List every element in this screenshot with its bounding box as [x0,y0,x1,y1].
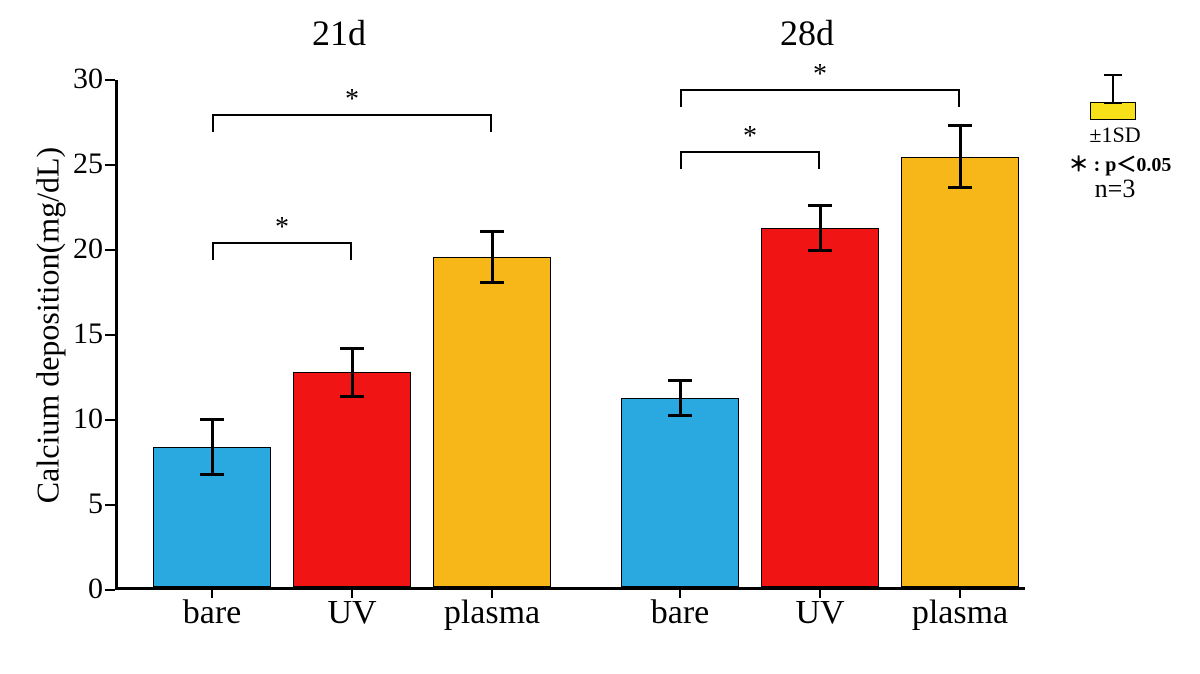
bar-21d-UV [293,372,411,587]
y-tick [105,79,115,81]
error-cap-bot [948,186,972,189]
legend-err-cap [1104,102,1122,104]
x-category-label: UV [283,594,421,632]
error-cap-bot [668,414,692,417]
error-bar [491,230,494,284]
y-tick-label: 0 [55,572,103,606]
error-cap-top [340,347,364,350]
error-cap-bot [480,281,504,284]
x-tick [679,590,681,598]
y-tick [105,334,115,336]
error-cap-top [200,418,224,421]
x-axis-line [115,587,1025,590]
bar-28d-bare [621,398,739,587]
y-tick-label: 10 [55,402,103,436]
y-tick-label: 25 [55,147,103,181]
y-tick [105,164,115,166]
y-tick [105,504,115,506]
x-tick [959,590,961,598]
sig-bracket-v [490,114,492,132]
bar-28d-UV [761,228,879,587]
sig-bracket-v [680,151,682,169]
y-tick-label: 5 [55,487,103,521]
legend-sd-icon [1090,102,1136,120]
error-cap-bot [340,395,364,398]
y-tick [105,249,115,251]
error-bar [211,418,214,476]
y-tick-label: 15 [55,317,103,351]
x-category-label: plasma [423,594,561,632]
legend-err-v [1112,74,1114,104]
sig-bracket-v [350,242,352,260]
sig-star: * [813,59,827,91]
error-bar [819,204,822,252]
error-cap-top [480,230,504,233]
error-cap-top [668,379,692,382]
error-cap-bot [808,249,832,252]
y-tick-label: 30 [55,62,103,96]
sig-star: * [275,212,289,244]
legend-sd-label: ±1SD [1040,122,1190,148]
legend-err-cap [1104,74,1122,76]
x-tick [211,590,213,598]
bar-21d-plasma [433,257,551,587]
x-tick [491,590,493,598]
sig-star: * [345,84,359,116]
error-cap-top [808,204,832,207]
sig-star: * [743,121,757,153]
sig-bracket-v [958,89,960,107]
chart-stage: Calcium deposition(mg/dL) 051015202530ba… [0,0,1200,674]
y-tick [105,419,115,421]
error-bar [679,379,682,416]
x-tick [819,590,821,598]
group-title: 28d [780,12,834,54]
error-cap-top [948,124,972,127]
legend-n-label: n=3 [1040,174,1190,204]
error-cap-bot [200,473,224,476]
plot-area: 051015202530bareUVplasma**bareUVplasma** [115,80,1025,590]
group-title: 21d [312,12,366,54]
error-bar [959,124,962,189]
sig-bracket-v [818,151,820,169]
legend: ±1SD＊ : p＜0.05n=3 [1040,70,1200,220]
sig-bracket-v [212,242,214,260]
x-tick [351,590,353,598]
legend-p-label: ＊ : p＜0.05 [1040,148,1200,177]
sig-bracket-v [212,114,214,132]
sig-bracket-v [680,89,682,107]
x-category-label: bare [611,594,749,632]
y-tick [105,589,115,591]
x-category-label: plasma [891,594,1029,632]
y-axis-line [115,80,118,590]
y-tick-label: 20 [55,232,103,266]
x-category-label: bare [143,594,281,632]
bar-28d-plasma [901,157,1019,588]
x-category-label: UV [751,594,889,632]
error-bar [351,347,354,398]
